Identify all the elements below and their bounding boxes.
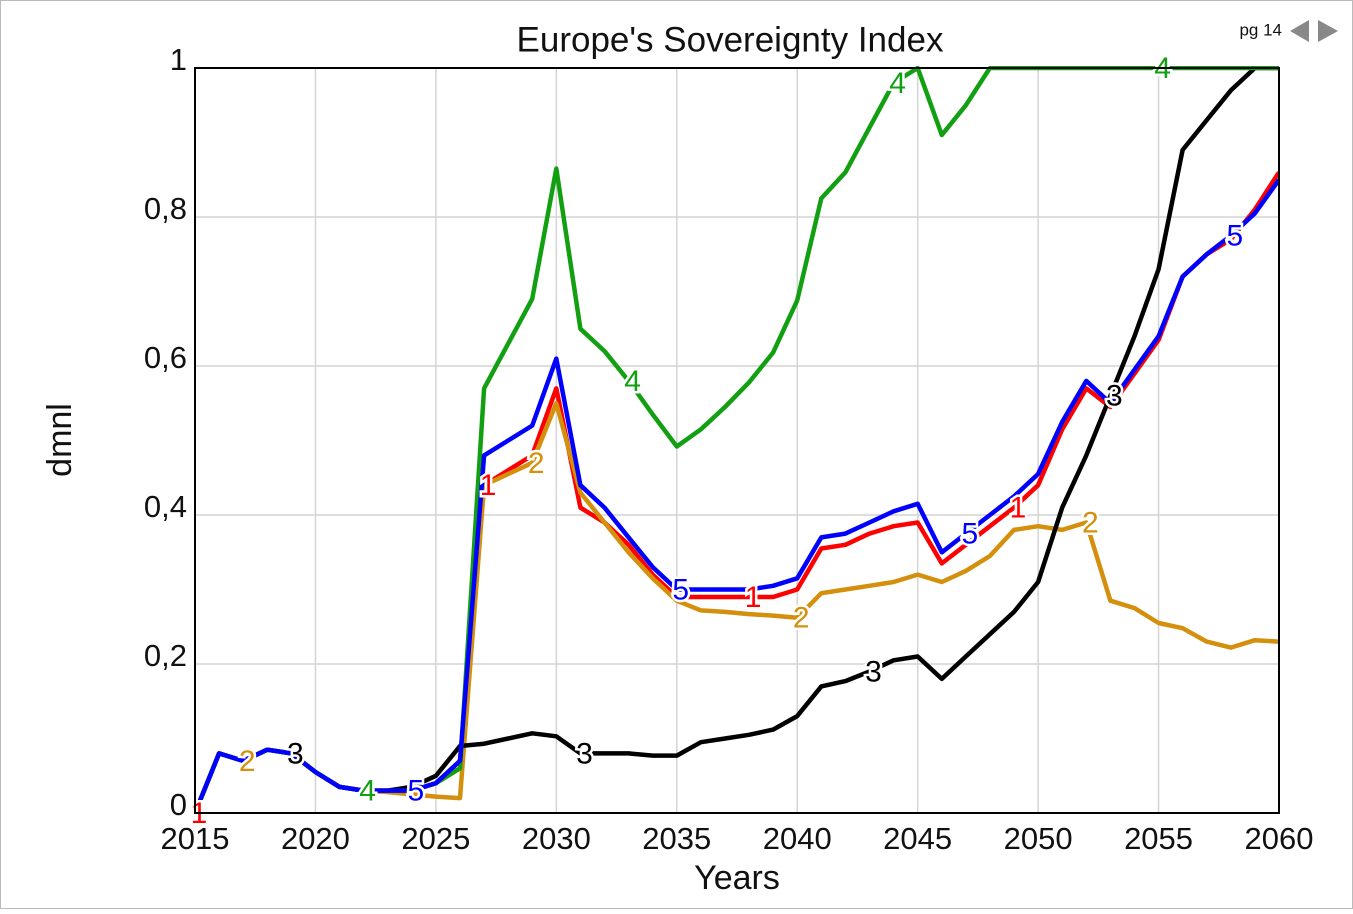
y-tick-label: 0,4 — [144, 489, 187, 524]
y-tick-label: 0,8 — [144, 191, 187, 226]
x-tick-label: 2040 — [763, 821, 832, 856]
series-label: 2 — [793, 602, 810, 635]
series-label: 3 — [576, 737, 593, 770]
series-label: 5 — [407, 775, 424, 808]
chart-title: Europe's Sovereignty Index — [517, 20, 944, 59]
series-line — [195, 171, 1280, 814]
page-number: pg 14 — [1239, 20, 1282, 39]
series-label: 2 — [528, 447, 545, 480]
series-label: 4 — [889, 67, 906, 100]
series-label: 2 — [239, 745, 256, 778]
x-tick-label: 2015 — [161, 821, 230, 856]
x-tick-label: 2045 — [883, 821, 952, 856]
series-line — [195, 66, 1279, 814]
series-label: 1 — [1010, 491, 1027, 524]
x-tick-label: 2020 — [281, 821, 350, 856]
series-line — [195, 400, 1280, 814]
series-label: 3 — [865, 655, 882, 688]
series-label: 1 — [745, 581, 762, 614]
x-axis-label: Years — [694, 859, 780, 897]
x-tick-label: 2030 — [522, 821, 591, 856]
next-page[interactable] — [1318, 20, 1338, 42]
series-line — [195, 66, 1279, 814]
series-label: 3 — [1106, 380, 1123, 413]
series-label: 5 — [672, 573, 689, 606]
series-label: 5 — [1226, 220, 1243, 253]
x-tick-label: 2055 — [1124, 821, 1193, 856]
series-label: 2 — [1082, 506, 1099, 539]
y-tick-label: 0,6 — [144, 340, 187, 375]
series-line — [195, 178, 1280, 814]
y-tick-label: 1 — [170, 42, 187, 77]
series-label: 4 — [624, 365, 641, 398]
prev-page[interactable] — [1290, 20, 1309, 42]
x-tick-label: 2050 — [1004, 821, 1073, 856]
series-label: 3 — [287, 737, 304, 770]
series-label: 4 — [359, 775, 376, 808]
x-tick-label: 2060 — [1245, 821, 1314, 856]
y-axis-label: dmnl — [41, 403, 79, 477]
y-tick-label: 0,2 — [144, 638, 187, 673]
y-tick-label: 0 — [170, 787, 187, 822]
series-label: 5 — [962, 518, 979, 551]
x-tick-label: 2025 — [401, 821, 470, 856]
plot-frame — [194, 67, 1280, 814]
x-tick-label: 2035 — [642, 821, 711, 856]
series-label: 1 — [480, 469, 497, 502]
